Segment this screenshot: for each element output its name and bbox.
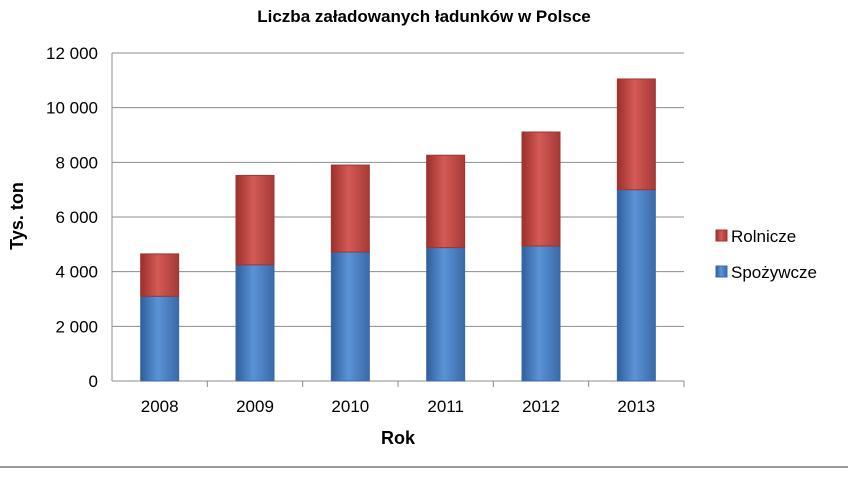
bar-segment-spozywcze: [616, 189, 656, 382]
x-axis-label: Rok: [381, 428, 416, 448]
bar-segment-rolnicze: [521, 131, 561, 247]
y-tick-label: 6 000: [55, 208, 98, 227]
bar-segment-spozywcze: [235, 264, 275, 382]
bar-segment-rolnicze: [426, 154, 466, 249]
bar-segment-rolnicze: [616, 78, 656, 191]
x-tick-label: 2010: [331, 397, 369, 416]
legend-swatch: [715, 229, 728, 242]
bar-segment-rolnicze: [140, 253, 180, 297]
gridlines: [112, 52, 684, 327]
y-tick-label: 0: [89, 372, 98, 391]
y-tick-label: 2 000: [55, 317, 98, 336]
tick-labels: 0 2 000 4 000 6 000 8 000 10 000 12 000 2008 200…: [46, 44, 655, 416]
y-tick-label: 12 000: [46, 44, 98, 63]
bar-segment-rolnicze: [330, 164, 370, 253]
x-tick-label: 2008: [141, 397, 179, 416]
x-tick-label: 2011: [427, 397, 464, 416]
bar-segment-spozywcze: [521, 245, 561, 382]
bar-segment-spozywcze: [330, 251, 370, 382]
x-tick-label: 2012: [522, 397, 560, 416]
y-tick-label: 8 000: [55, 153, 98, 172]
bar-segment-spozywcze: [140, 295, 180, 382]
bars: [140, 78, 656, 382]
legend-label: Spożywcze: [731, 263, 817, 282]
bottom-divider: [0, 466, 848, 468]
chart-title: Liczba załadowanych ładunków w Polsce: [257, 7, 590, 26]
bar-segment-rolnicze: [235, 174, 275, 266]
axes: [111, 53, 685, 387]
y-tick-label: 4 000: [55, 263, 98, 282]
x-tick-label: 2009: [236, 397, 274, 416]
x-tick-label: 2013: [617, 397, 655, 416]
legend-swatch: [715, 265, 728, 278]
legend: Rolnicze Spożywcze: [715, 227, 817, 282]
y-axis-label: Tys. ton: [7, 182, 27, 250]
legend-label: Rolnicze: [731, 227, 796, 246]
y-tick-label: 10 000: [46, 99, 98, 118]
bar-segment-spozywcze: [426, 247, 466, 382]
